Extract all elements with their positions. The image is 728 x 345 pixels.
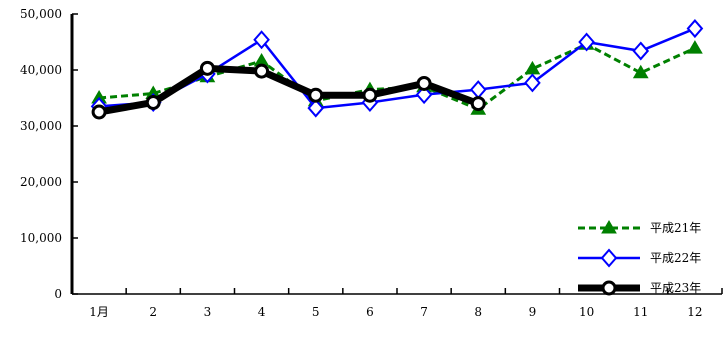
data-point-series-2 xyxy=(632,41,650,61)
x-tick-label: 1月 xyxy=(89,305,109,319)
data-point-series-3 xyxy=(362,87,378,103)
x-tick-label: 12 xyxy=(687,305,702,319)
x-tick-label: 3 xyxy=(204,305,212,319)
x-tick-label: 7 xyxy=(420,305,428,319)
data-point-series-2 xyxy=(524,73,541,93)
y-tick-label: 50,000 xyxy=(20,7,62,21)
data-point-series-3 xyxy=(91,104,107,120)
legend-marker-3 xyxy=(601,280,617,296)
y-tick-label: 0 xyxy=(54,287,62,301)
x-tick-label: 8 xyxy=(474,305,482,319)
series-line-2 xyxy=(98,27,696,110)
x-tick-label: 2 xyxy=(149,305,157,319)
legend-label-2: 平成22年 xyxy=(650,251,701,265)
y-tick-label: 40,000 xyxy=(20,63,62,77)
data-point-series-2 xyxy=(415,85,433,105)
x-tick-label: 6 xyxy=(366,305,374,319)
x-tick-label: 11 xyxy=(633,305,648,319)
data-point-series-1 xyxy=(632,64,649,79)
data-point-series-2 xyxy=(253,30,270,50)
y-tick-label: 10,000 xyxy=(20,231,62,245)
legend-marker-2 xyxy=(600,248,618,268)
x-tick-label: 9 xyxy=(529,305,537,319)
data-point-series-3 xyxy=(308,87,324,103)
data-point-series-2 xyxy=(578,32,595,52)
data-point-series-3 xyxy=(199,60,215,76)
x-tick-label: 10 xyxy=(579,305,594,319)
data-point-series-2 xyxy=(686,19,704,39)
x-tick-label: 4 xyxy=(258,305,266,319)
data-point-series-3 xyxy=(254,63,270,79)
legend-label-1: 平成21年 xyxy=(650,221,701,235)
y-tick-label: 30,000 xyxy=(20,119,62,133)
data-point-series-2 xyxy=(469,80,487,100)
data-point-series-1 xyxy=(687,40,703,54)
legend-marker-1 xyxy=(601,220,617,234)
data-point-series-3 xyxy=(416,75,432,91)
axes: 0 10,000 20,000 30,000 40,000 50,000 1月 2 3 4 5 6 7 8… xyxy=(20,7,723,319)
data-point-series-3 xyxy=(470,96,486,112)
data-point-series-3 xyxy=(145,94,161,110)
x-tick-label: 5 xyxy=(312,305,320,319)
data-point-series-2 xyxy=(307,98,325,118)
legend-label-3: 平成23年 xyxy=(650,281,701,295)
series-lines xyxy=(90,19,704,120)
series-line-3 xyxy=(98,64,480,116)
y-tick-label: 20,000 xyxy=(20,175,62,189)
